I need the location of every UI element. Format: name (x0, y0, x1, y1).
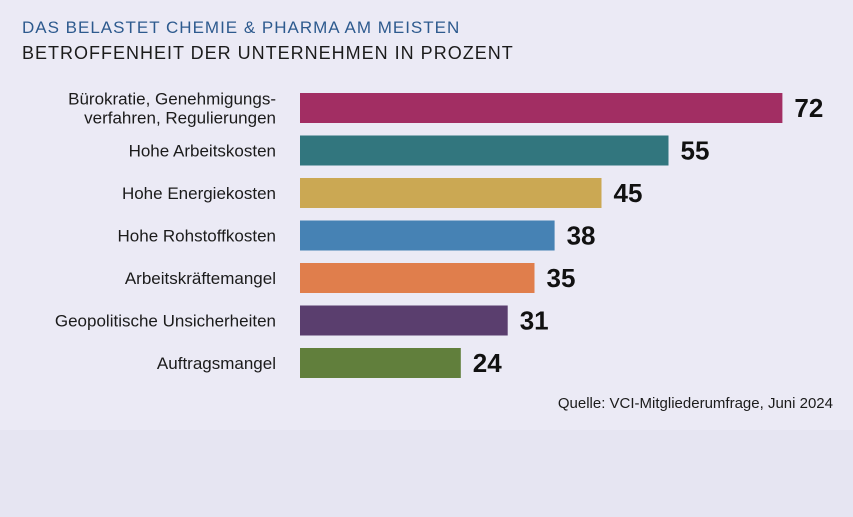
category-label: Bürokratie, Genehmigungs-verfahren, Regu… (68, 90, 276, 128)
bar-7 (300, 348, 461, 378)
category-label: Auftragsmangel (157, 354, 276, 373)
bar-2 (300, 135, 669, 166)
bar-value-label: 55 (681, 136, 710, 166)
category-label: Geopolitische Unsicherheiten (55, 312, 276, 331)
category-label: Hohe Arbeitskosten (129, 142, 276, 161)
chart-subtitle: BETROFFENHEIT DER UNTERNEHMEN IN PROZENT (22, 43, 514, 63)
bar-6 (300, 305, 508, 336)
category-label: Hohe Rohstoffkosten (118, 227, 276, 246)
source-note: Quelle: VCI-Mitgliederumfrage, Juni 2024 (557, 395, 833, 412)
bar-3 (300, 178, 602, 208)
bar-chart: 72 Bürokratie, Genehmigungs-verfahren, Re… (55, 90, 823, 378)
bar-4 (300, 220, 555, 251)
chart-title: DAS BELASTET CHEMIE & PHARMA AM MEISTEN (22, 18, 461, 37)
bar-value-label: 31 (520, 306, 549, 336)
bar-value-label: 72 (794, 93, 823, 123)
category-label: Arbeitskräftemangel (125, 269, 276, 288)
bar-5 (300, 263, 535, 293)
bar-value-label: 45 (614, 178, 643, 208)
bar-1 (300, 93, 783, 123)
bar-value-label: 24 (473, 348, 502, 378)
background-footer-area (0, 430, 853, 517)
bar-value-label: 38 (567, 221, 596, 251)
category-label: Hohe Energiekosten (122, 184, 276, 203)
bar-value-label: 35 (547, 263, 576, 293)
